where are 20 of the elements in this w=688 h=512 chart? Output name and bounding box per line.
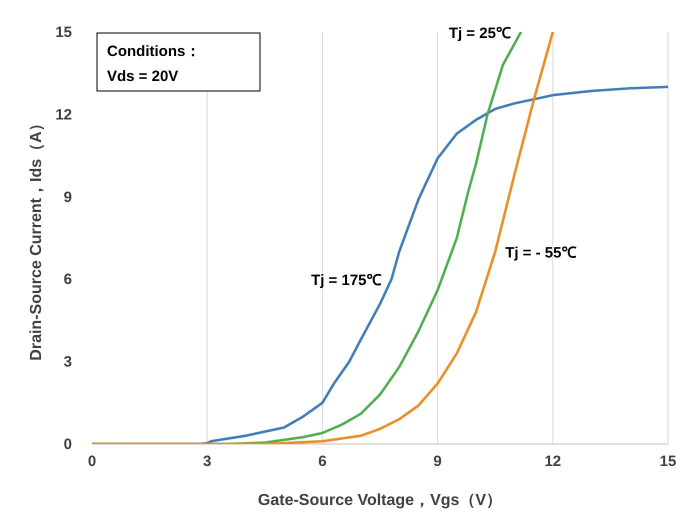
annotation: Vds = 20V (107, 68, 178, 85)
x-tick-label: 6 (318, 453, 327, 470)
annotation: Conditions： (107, 43, 200, 60)
y-tick-label: 15 (55, 24, 72, 41)
y-tick-label: 9 (64, 188, 72, 206)
y-tick-label: 0 (64, 436, 72, 453)
series-label: Tj = - 55℃ (505, 244, 576, 262)
y-axis-title: Drain-Source Current，Ids（A） (28, 115, 45, 361)
y-tick-label: 6 (64, 271, 72, 288)
x-tick-label: 3 (203, 453, 212, 470)
y-tick-label: 12 (55, 106, 72, 124)
x-axis-title: Gate-Source Voltage，Vgs（V） (258, 492, 502, 509)
x-tick-label: 15 (660, 453, 676, 470)
x-tick-label: 0 (88, 453, 96, 470)
x-tick-label: 9 (433, 453, 442, 470)
series-label: Tj = 25℃ (448, 25, 511, 42)
y-tick-label: 3 (64, 354, 72, 371)
x-tick-label: 12 (544, 453, 562, 470)
conditions-box: Conditions： Vds = 20V (96, 32, 260, 92)
series-label: Tj = 175℃ (311, 272, 382, 290)
